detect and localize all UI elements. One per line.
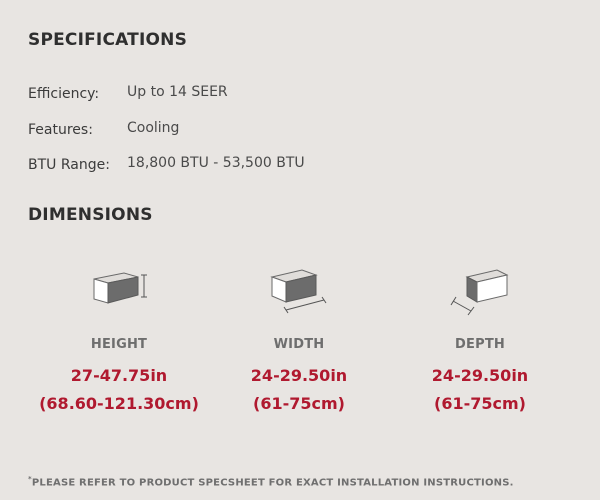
spec-label: BTU Range: [28, 157, 110, 173]
dimension-label: HEIGHT [90, 337, 148, 352]
specifications-heading: SPECIFICATIONS [28, 30, 188, 50]
spec-value: 18,800 BTU - 53,500 BTU [127, 155, 305, 171]
spec-row-btu-range: BTU Range: 18,800 BTU - 53,500 BTU [28, 155, 588, 179]
spec-row-efficiency: Efficiency: Up to 14 SEER [28, 84, 588, 108]
dimension-label: DEPTH [455, 337, 505, 352]
installation-footnote: *PLEASE REFER TO PRODUCT SPECSHEET FOR E… [28, 475, 514, 488]
dimension-cm: (68.60-121.30cm) [39, 394, 199, 413]
dimension-inches: 24-29.50in [250, 366, 348, 385]
height-box-icon [93, 272, 147, 304]
dimension-height: HEIGHT 27-47.75in (68.60-121.30cm) [29, 265, 209, 418]
dimension-label: WIDTH [273, 337, 325, 352]
spec-label: Efficiency: [28, 86, 100, 102]
dimension-inches: 27-47.75in [70, 366, 168, 385]
depth-box-icon [450, 269, 509, 316]
dimension-inches: 24-29.50in [431, 366, 529, 385]
footnote-marker: * [28, 475, 32, 483]
dimension-width: WIDTH 24-29.50in (61-75cm) [209, 265, 389, 418]
dimension-cm: (61-75cm) [434, 394, 526, 413]
width-box-icon [270, 269, 327, 314]
dimension-depth: DEPTH 24-29.50in (61-75cm) [390, 265, 570, 418]
spec-row-features: Features: Cooling [28, 120, 588, 144]
spec-value: Cooling [127, 120, 180, 136]
spec-value: Up to 14 SEER [127, 84, 228, 100]
dimension-cm: (61-75cm) [253, 394, 345, 413]
spec-label: Features: [28, 122, 93, 138]
footnote-text: PLEASE REFER TO PRODUCT SPECSHEET FOR EX… [31, 477, 514, 489]
dimensions-heading: DIMENSIONS [28, 205, 153, 225]
